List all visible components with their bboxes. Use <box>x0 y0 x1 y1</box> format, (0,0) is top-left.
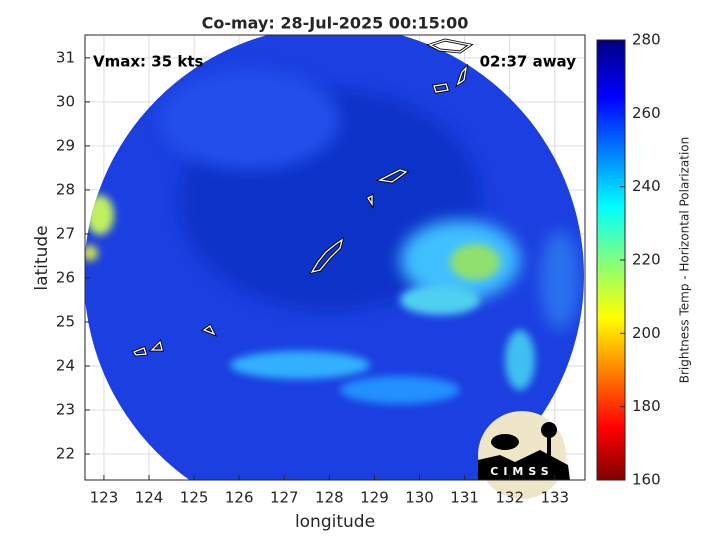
y-tick-label: 29 <box>56 136 75 154</box>
annotation: Vmax: 35 kts <box>93 53 203 71</box>
x-tick-label: 128 <box>315 489 344 507</box>
axes-frame <box>84 34 586 481</box>
colorbar-label: Brightness Temp - Horizontal Polarizatio… <box>678 137 692 384</box>
x-tick-label: 127 <box>270 489 299 507</box>
colorbar-tick-label: 200 <box>632 324 661 342</box>
colorbar-tick-label: 180 <box>632 397 661 415</box>
y-tick-label: 24 <box>56 356 75 374</box>
y-tick-label: 28 <box>56 180 75 198</box>
logo: CIMSS <box>478 411 570 499</box>
y-tick-label: 23 <box>56 401 75 419</box>
colorbar-tick-label: 240 <box>632 177 661 195</box>
colorbar-tick-label: 280 <box>632 31 661 49</box>
x-tick-label: 130 <box>405 489 434 507</box>
x-tick-label: 131 <box>450 489 479 507</box>
x-tick-label: 125 <box>180 489 209 507</box>
colorbar-tick-label: 160 <box>632 471 661 489</box>
colorbar-tick-label: 220 <box>632 251 661 269</box>
x-tick-label: 126 <box>225 489 254 507</box>
annotation: 02:37 away <box>480 53 577 71</box>
x-tick-label: 123 <box>90 489 119 507</box>
y-tick-label: 27 <box>56 224 75 242</box>
colorbar-tick-label: 260 <box>632 104 661 122</box>
x-tick-label: 133 <box>540 489 569 507</box>
satellite-image <box>85 35 584 480</box>
x-tick-label: 124 <box>135 489 164 507</box>
x-tick-label: 132 <box>495 489 524 507</box>
logo-text: CIMSS <box>490 465 553 478</box>
y-tick-label: 22 <box>56 445 75 463</box>
y-tick-label: 30 <box>56 92 75 110</box>
y-tick-label: 26 <box>56 268 75 286</box>
x-tick-label: 129 <box>360 489 389 507</box>
chart-title: Co-may: 28-Jul-2025 00:15:00 <box>202 14 469 33</box>
y-axis-label: latitude <box>32 225 52 290</box>
x-axis-label: longitude <box>295 512 375 532</box>
y-tick-label: 25 <box>56 312 75 330</box>
y-tick-label: 31 <box>56 48 75 66</box>
